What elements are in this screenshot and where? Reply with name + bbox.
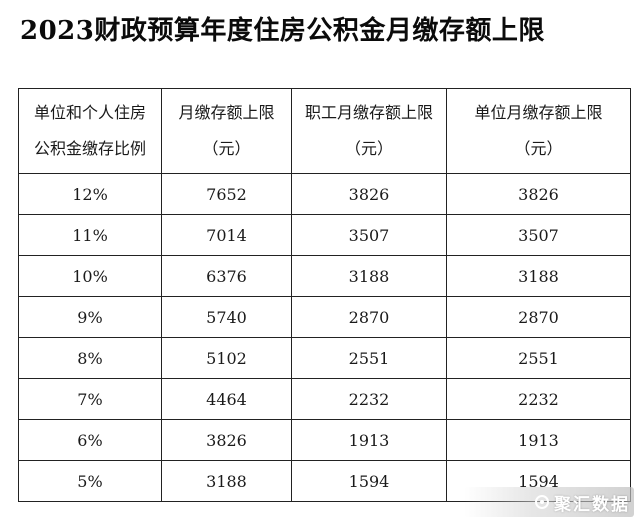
cell-monthly-limit: 5740	[161, 296, 292, 338]
header-employer-limit: 单位月缴存额上限 （元）	[446, 88, 631, 174]
cell-ratio: 10%	[18, 255, 162, 297]
cell-employer-limit: 1913	[446, 419, 631, 461]
cell-ratio: 11%	[18, 214, 162, 256]
cell-employee-limit: 1594	[291, 460, 447, 502]
header-employer-limit-line2: （元）	[514, 139, 563, 158]
cell-employer-limit: 3188	[446, 255, 631, 297]
cell-employee-limit: 3507	[291, 214, 447, 256]
header-monthly-limit-line2: （元）	[202, 139, 251, 158]
table-body: 12% 7652 3826 3826 11% 7014 3507 3507 10…	[18, 173, 631, 502]
cell-monthly-limit: 3826	[161, 419, 292, 461]
header-contribution-ratio-line1: 单位和个人住房	[33, 103, 146, 122]
header-monthly-limit-line1: 月缴存额上限	[178, 103, 275, 122]
cell-monthly-limit: 7014	[161, 214, 292, 256]
header-employee-limit-line2: （元）	[344, 139, 393, 158]
table-row: 7% 4464 2232 2232	[18, 378, 631, 420]
watermark-logo-icon	[534, 494, 550, 510]
cell-employee-limit: 2551	[291, 337, 447, 379]
cell-monthly-limit: 4464	[161, 378, 292, 420]
cell-ratio: 12%	[18, 173, 162, 215]
cell-ratio: 8%	[18, 337, 162, 379]
cell-employer-limit: 2870	[446, 296, 631, 338]
table-row: 9% 5740 2870 2870	[18, 296, 631, 338]
header-employer-limit-line1: 单位月缴存额上限	[474, 103, 603, 122]
table-header: 单位和个人住房 公积金缴存比例 月缴存额上限 （元） 职工月缴存额上限 （元） …	[18, 88, 631, 174]
cell-employee-limit: 3826	[291, 173, 447, 215]
cell-employer-limit: 3507	[446, 214, 631, 256]
header-monthly-limit: 月缴存额上限 （元）	[161, 88, 292, 174]
table-row: 12% 7652 3826 3826	[18, 173, 631, 215]
cell-monthly-limit: 7652	[161, 173, 292, 215]
watermark: 聚汇数据	[464, 487, 634, 517]
cell-monthly-limit: 5102	[161, 337, 292, 379]
cell-employee-limit: 1913	[291, 419, 447, 461]
cell-monthly-limit: 6376	[161, 255, 292, 297]
cell-employer-limit: 2551	[446, 337, 631, 379]
watermark-text: 聚汇数据	[554, 494, 630, 515]
header-contribution-ratio: 单位和个人住房 公积金缴存比例	[18, 88, 162, 174]
cell-ratio: 5%	[18, 460, 162, 502]
table-row: 6% 3826 1913 1913	[18, 419, 631, 461]
cell-employer-limit: 2232	[446, 378, 631, 420]
header-employee-limit: 职工月缴存额上限 （元）	[291, 88, 447, 174]
cell-employee-limit: 3188	[291, 255, 447, 297]
table-row: 10% 6376 3188 3188	[18, 255, 631, 297]
cell-ratio: 9%	[18, 296, 162, 338]
cell-monthly-limit: 3188	[161, 460, 292, 502]
cell-ratio: 7%	[18, 378, 162, 420]
table-row: 11% 7014 3507 3507	[18, 214, 631, 256]
header-row: 单位和个人住房 公积金缴存比例 月缴存额上限 （元） 职工月缴存额上限 （元） …	[18, 88, 631, 174]
header-employee-limit-line1: 职工月缴存额上限	[304, 103, 433, 122]
cell-ratio: 6%	[18, 419, 162, 461]
table-row: 8% 5102 2551 2551	[18, 337, 631, 379]
cell-employer-limit: 3826	[446, 173, 631, 215]
cell-employee-limit: 2870	[291, 296, 447, 338]
cell-employee-limit: 2232	[291, 378, 447, 420]
header-contribution-ratio-line2: 公积金缴存比例	[33, 139, 146, 158]
contribution-limits-table: 单位和个人住房 公积金缴存比例 月缴存额上限 （元） 职工月缴存额上限 （元） …	[18, 88, 631, 502]
page-title: 2023财政预算年度住房公积金月缴存额上限	[20, 16, 545, 46]
